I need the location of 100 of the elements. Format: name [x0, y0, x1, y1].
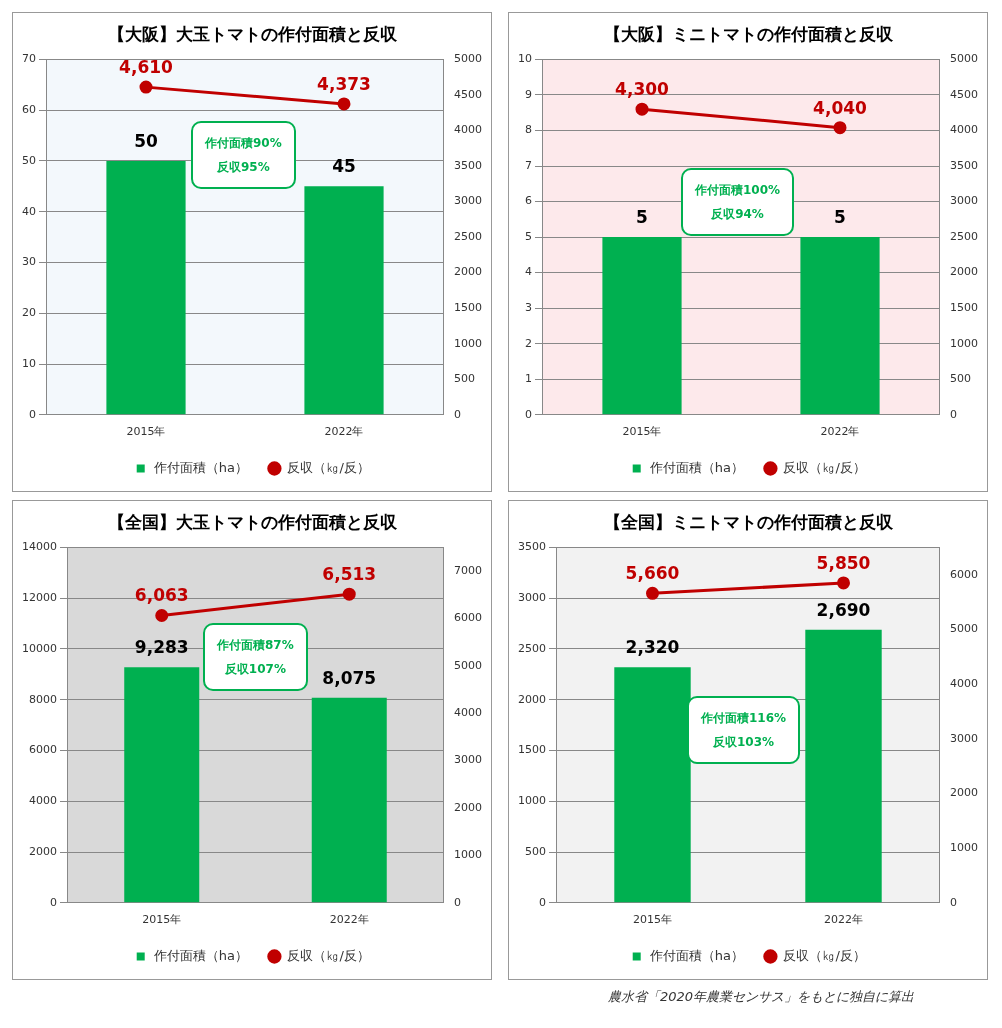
data-label: 5,850	[816, 552, 871, 573]
y2-tick-label: 3000	[950, 731, 979, 745]
legend-label: 反収（㎏/反）	[783, 947, 866, 963]
legend-label: 作付面積（ha）	[648, 459, 744, 475]
data-label: 2,690	[816, 599, 871, 620]
data-label: 5	[834, 207, 846, 228]
callout-box: 作付面積90% 反収95%	[191, 121, 296, 189]
y2-tick-label: 7000	[454, 563, 483, 577]
data-label: 2,320	[625, 637, 680, 658]
x-tick-label: 2022年	[329, 913, 369, 927]
y-tick-label: 10	[22, 356, 36, 370]
y-tick-label: 30	[22, 255, 36, 269]
y-tick-label: 10000	[21, 641, 57, 655]
y2-tick-label: 4000	[454, 706, 483, 720]
annotation: 反収95%	[216, 159, 271, 176]
y-tick-label: 50	[22, 153, 36, 167]
y-tick-label: 8000	[28, 692, 57, 706]
y-tick-label: 14000	[21, 540, 57, 554]
y-tick-label: 6	[525, 194, 532, 208]
legend-label: 作付面積（ha）	[152, 459, 248, 475]
y2-tick-label: 4000	[950, 676, 979, 690]
y2-tick-label: 3500	[950, 158, 979, 172]
y2-tick-label: 500	[454, 372, 476, 386]
annotation: 作付面積90%	[205, 135, 282, 152]
annotation: 反収103%	[712, 734, 776, 751]
y2-tick-label: 3000	[950, 194, 979, 208]
y-tick-label: 500	[524, 844, 546, 858]
y2-tick-label: 2500	[454, 229, 483, 243]
data-label: 8,075	[322, 667, 377, 688]
y-tick-label: 6000	[28, 743, 57, 757]
y2-tick-label: 3000	[454, 753, 483, 767]
x-tick-label: 2015年	[142, 913, 182, 927]
y-tick-label: 1500	[517, 743, 546, 757]
y-tick-label: 4	[525, 265, 532, 279]
y-tick-label: 0	[525, 407, 532, 421]
data-label: 6,513	[322, 564, 377, 585]
y-tick-label: 10	[518, 52, 532, 66]
chart-title: 【大阪】大玉トマトの作付面積と反収	[107, 23, 398, 44]
y2-tick-label: 1500	[950, 301, 979, 315]
y2-tick-label: 1500	[454, 301, 483, 315]
y2-tick-label: 1000	[950, 840, 979, 854]
y-tick-label: 5	[525, 229, 532, 243]
y-tick-label: 2	[525, 336, 532, 350]
y2-tick-label: 2000	[454, 265, 483, 279]
y-tick-label: 0	[49, 895, 57, 909]
y-tick-label: 2000	[28, 844, 57, 858]
text: 農水省「2020年農業センサス」をもとに独自に算出	[606, 988, 914, 1006]
y2-tick-label: 2000	[950, 265, 979, 279]
legend-label: 反収（㎏/反）	[783, 459, 866, 475]
y-tick-label: 60	[22, 103, 36, 117]
data-label: 4,300	[615, 79, 670, 100]
data-label: 4,610	[119, 57, 174, 78]
callout-box: 作付面積116% 反収103%	[687, 696, 801, 764]
y2-tick-label: 6000	[454, 611, 483, 625]
y-tick-label: 8	[525, 123, 532, 137]
chart-title: 【全国】大玉トマトの作付面積と反収	[107, 511, 398, 532]
x-tick-label: 2022年	[824, 913, 863, 927]
data-label: 4,040	[813, 97, 868, 118]
y2-tick-label: 1000	[950, 336, 979, 350]
legend-label: 作付面積（ha）	[152, 947, 248, 963]
x-tick-label: 2015年	[633, 913, 672, 927]
data-label: 45	[332, 156, 356, 177]
annotation: 作付面積100%	[695, 182, 781, 199]
y-tick-label: 1	[525, 372, 532, 386]
y2-tick-label: 2500	[950, 229, 979, 243]
annotation: 反収94%	[710, 206, 765, 223]
y2-tick-label: 1000	[454, 848, 483, 862]
x-tick-label: 2022年	[324, 425, 364, 439]
annotation: 反収107%	[223, 661, 287, 678]
legend-label: 反収（㎏/反）	[287, 947, 370, 963]
y-tick-label: 4000	[28, 794, 57, 808]
data-label: 5	[636, 207, 648, 228]
y2-tick-label: 4000	[950, 123, 979, 137]
y-tick-label: 12000	[21, 591, 57, 605]
x-tick-label: 2022年	[820, 425, 860, 439]
y-tick-label: 7	[525, 158, 532, 172]
y2-tick-label: 0	[454, 407, 462, 421]
legend-label: 反収（㎏/反）	[287, 459, 370, 475]
annotation: 作付面積116%	[701, 710, 787, 727]
y2-tick-label: 0	[950, 895, 958, 909]
y2-tick-label: 5000	[950, 52, 979, 66]
x-tick-label: 2015年	[126, 425, 166, 439]
y-tick-label: 2500	[517, 641, 546, 655]
y-tick-label: 0	[29, 407, 36, 421]
y2-tick-label: 4500	[950, 87, 979, 101]
y-tick-label: 9	[525, 87, 532, 101]
y2-tick-label: 6000	[950, 567, 979, 581]
data-label: 4,373	[317, 73, 371, 94]
y2-tick-label: 0	[950, 407, 958, 421]
x-tick-label: 2015年	[622, 425, 662, 439]
callout-box: 作付面積100% 反収94%	[681, 168, 795, 236]
chart-title: 【全国】ミニトマトの作付面積と反収	[603, 511, 894, 532]
y2-tick-label: 4500	[454, 87, 483, 101]
y-tick-label: 20	[22, 306, 36, 320]
y2-tick-label: 3000	[454, 194, 483, 208]
y2-tick-label: 5000	[454, 52, 483, 66]
y2-tick-label: 1000	[454, 336, 483, 350]
y2-tick-label: 0	[454, 895, 462, 909]
y2-tick-label: 3500	[454, 158, 483, 172]
data-label: 5,660	[625, 563, 680, 584]
